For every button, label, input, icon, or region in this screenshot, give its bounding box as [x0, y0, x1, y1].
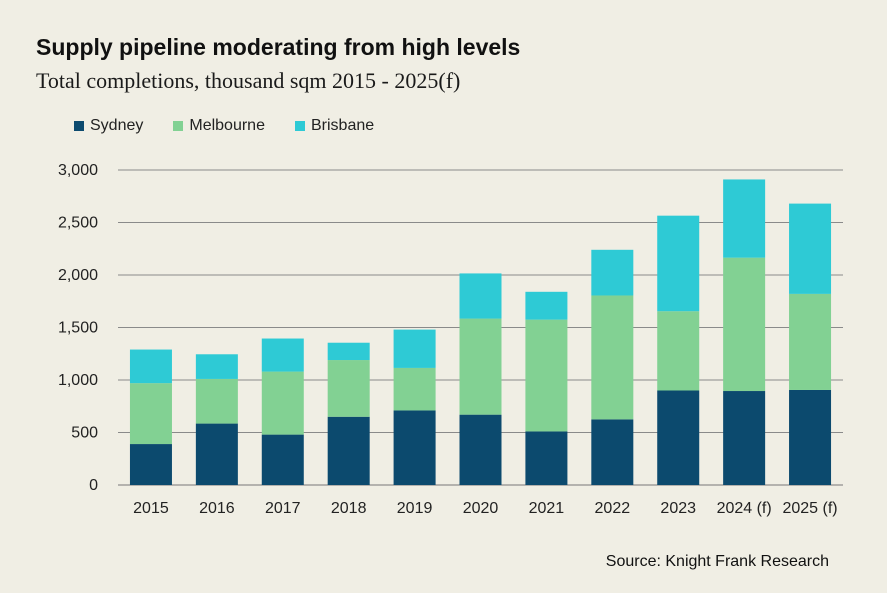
- bar-segment-sydney: [261, 434, 304, 485]
- x-tick-label: 2025 (f): [782, 500, 837, 517]
- bar-segment-melbourne: [723, 257, 766, 392]
- bar-segment-brisbane: [657, 215, 700, 312]
- y-tick-label: 500: [71, 425, 98, 442]
- y-tick-label: 2,500: [58, 215, 98, 232]
- bar-segment-sydney: [195, 423, 238, 485]
- x-tick-label: 2017: [265, 500, 301, 517]
- bar-segment-sydney: [525, 431, 568, 485]
- bar-segment-brisbane: [789, 203, 832, 294]
- legend-swatch-melbourne: [173, 121, 184, 131]
- bar-segment-brisbane: [525, 291, 568, 320]
- x-tick-label: 2016: [199, 500, 235, 517]
- bar-segment-sydney: [591, 419, 634, 485]
- y-tick-label: 0: [89, 477, 98, 494]
- legend-label-sydney: Sydney: [90, 117, 144, 134]
- y-tick-label: 1,500: [58, 320, 98, 337]
- bar-segment-melbourne: [195, 378, 238, 424]
- x-tick-label: 2018: [331, 500, 367, 517]
- legend-item-brisbane: Brisbane: [294, 117, 375, 135]
- bar-segment-melbourne: [591, 295, 634, 420]
- bar-segment-brisbane: [129, 349, 172, 384]
- bar-segment-brisbane: [195, 354, 238, 379]
- y-tick-label: 1,000: [58, 372, 98, 389]
- bar-segment-melbourne: [327, 360, 370, 417]
- legend-label-melbourne: Melbourne: [189, 117, 265, 134]
- chart-title: Supply pipeline moderating from high lev…: [36, 34, 521, 60]
- bar-segment-sydney: [657, 390, 700, 485]
- legend-swatch-brisbane: [294, 121, 305, 131]
- source-note: Source: Knight Frank Research: [605, 553, 829, 570]
- bar-segment-sydney: [393, 410, 436, 485]
- chart-subtitle: Total completions, thousand sqm 2015 - 2…: [36, 68, 461, 93]
- x-tick-label: 2023: [660, 500, 696, 517]
- x-tick-label: 2021: [529, 500, 565, 517]
- legend-swatch-sydney: [74, 121, 84, 131]
- legend: Sydney Melbourne Brisbane: [74, 117, 374, 135]
- bar-segment-sydney: [129, 444, 172, 485]
- legend-label-brisbane: Brisbane: [310, 117, 375, 134]
- x-tick-label: 2019: [397, 500, 433, 517]
- bar-segment-melbourne: [459, 318, 502, 415]
- bar-segment-brisbane: [327, 342, 370, 361]
- x-tick-label: 2022: [595, 500, 631, 517]
- x-tick-label: 2020: [463, 500, 499, 517]
- bar-segment-melbourne: [129, 383, 172, 445]
- legend-item-melbourne: Melbourne: [173, 117, 265, 135]
- bar-segment-melbourne: [525, 319, 568, 432]
- bar-segment-brisbane: [459, 273, 502, 319]
- bar-segment-sydney: [459, 414, 502, 485]
- x-tick-label: 2015: [133, 500, 169, 517]
- bar-segment-sydney: [723, 391, 766, 485]
- bar-segment-melbourne: [393, 367, 436, 411]
- bar-segment-brisbane: [723, 179, 766, 258]
- bar-segment-melbourne: [657, 311, 700, 391]
- bar-segment-sydney: [327, 416, 370, 485]
- legend-item-sydney: Sydney: [74, 117, 143, 135]
- bar-segment-melbourne: [261, 371, 304, 435]
- x-tick-label: 2024 (f): [717, 500, 772, 517]
- bar-segment-melbourne: [789, 293, 832, 390]
- y-tick-label: 3,000: [58, 162, 98, 179]
- bar-segment-brisbane: [591, 249, 634, 296]
- bar-segment-sydney: [789, 389, 832, 485]
- bar-segment-brisbane: [393, 329, 436, 368]
- y-tick-label: 2,000: [58, 267, 98, 284]
- bar-segment-brisbane: [261, 338, 304, 372]
